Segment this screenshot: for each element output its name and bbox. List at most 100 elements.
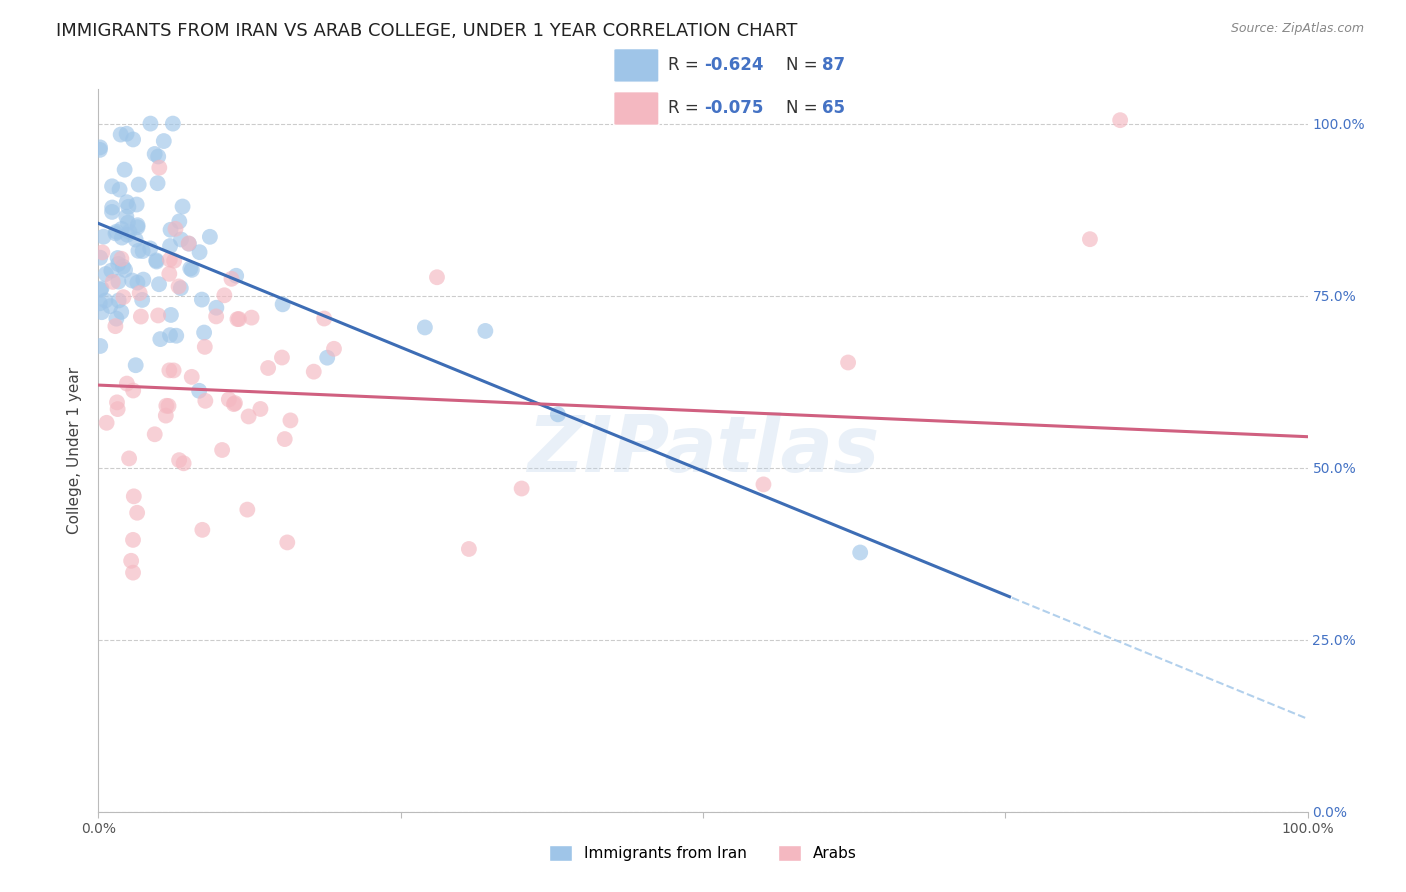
Point: [98, 299, 121, 313]
Point: [111, 260, 134, 274]
Point: [849, 545, 872, 559]
Point: [104, 227, 127, 241]
Point: [127, 244, 149, 258]
Point: [458, 541, 481, 556]
Point: [120, 554, 142, 568]
Point: [146, 176, 169, 190]
Point: [177, 236, 200, 251]
Point: [169, 214, 191, 228]
Point: [114, 263, 136, 277]
Point: [152, 134, 174, 148]
Point: [302, 365, 325, 379]
Point: [222, 397, 245, 411]
Point: [170, 232, 193, 246]
Point: [127, 276, 149, 290]
Point: [179, 261, 201, 276]
Text: -0.075: -0.075: [704, 99, 763, 117]
Point: [139, 117, 162, 131]
Point: [107, 402, 129, 417]
Point: [124, 233, 146, 247]
Point: [89, 339, 111, 353]
FancyBboxPatch shape: [613, 48, 659, 82]
Point: [547, 408, 569, 422]
Point: [198, 229, 221, 244]
Point: [111, 230, 134, 244]
Point: [131, 293, 153, 307]
Point: [96, 416, 118, 430]
Point: [173, 456, 195, 470]
Point: [100, 263, 122, 277]
Point: [110, 305, 132, 319]
Point: [122, 533, 145, 547]
Point: [149, 332, 172, 346]
Text: ZIPatlas: ZIPatlas: [527, 412, 879, 489]
Point: [127, 506, 149, 520]
Point: [128, 286, 150, 301]
Point: [122, 132, 145, 146]
Point: [115, 376, 138, 391]
Point: [474, 324, 496, 338]
Point: [188, 384, 211, 398]
Point: [114, 162, 136, 177]
Point: [90, 283, 112, 297]
Point: [271, 297, 294, 311]
Point: [167, 453, 190, 467]
Point: [101, 201, 124, 215]
Point: [837, 355, 859, 369]
Point: [205, 301, 228, 315]
Point: [218, 392, 240, 407]
Point: [240, 310, 263, 325]
Point: [94, 267, 117, 281]
Point: [159, 328, 181, 343]
Point: [157, 399, 180, 413]
Text: N =: N =: [786, 99, 823, 117]
Point: [110, 128, 132, 142]
Point: [155, 399, 177, 413]
Point: [157, 267, 180, 281]
Point: [111, 222, 134, 236]
Point: [89, 140, 111, 154]
Point: [413, 320, 436, 334]
Point: [105, 395, 128, 409]
Point: [107, 293, 129, 308]
Point: [112, 290, 135, 304]
Point: [162, 117, 184, 131]
Point: [121, 273, 143, 287]
Text: -0.624: -0.624: [704, 56, 763, 74]
Point: [101, 205, 124, 219]
Point: [104, 319, 127, 334]
Point: [323, 342, 346, 356]
Legend: Immigrants from Iran, Arabs: Immigrants from Iran, Arabs: [541, 838, 865, 869]
Point: [426, 270, 449, 285]
Point: [165, 222, 187, 236]
Point: [172, 200, 194, 214]
Point: [89, 251, 111, 265]
Point: [191, 523, 214, 537]
Point: [91, 245, 114, 260]
Point: [143, 427, 166, 442]
Point: [94, 293, 117, 308]
Point: [249, 401, 271, 416]
Point: [105, 311, 128, 326]
Point: [131, 244, 153, 258]
Point: [89, 296, 111, 310]
Point: [146, 309, 169, 323]
Point: [159, 239, 181, 253]
Point: [280, 413, 302, 427]
Point: [205, 310, 228, 324]
Point: [191, 293, 214, 307]
Point: [129, 310, 152, 324]
Point: [110, 252, 132, 266]
FancyBboxPatch shape: [613, 92, 659, 126]
Point: [225, 268, 247, 283]
Point: [238, 409, 260, 424]
Point: [122, 566, 145, 580]
Point: [194, 393, 217, 408]
Point: [148, 161, 170, 175]
Point: [148, 277, 170, 292]
Text: 65: 65: [823, 99, 845, 117]
Point: [105, 225, 128, 239]
Point: [257, 361, 280, 376]
Point: [1109, 113, 1132, 128]
Point: [101, 179, 124, 194]
